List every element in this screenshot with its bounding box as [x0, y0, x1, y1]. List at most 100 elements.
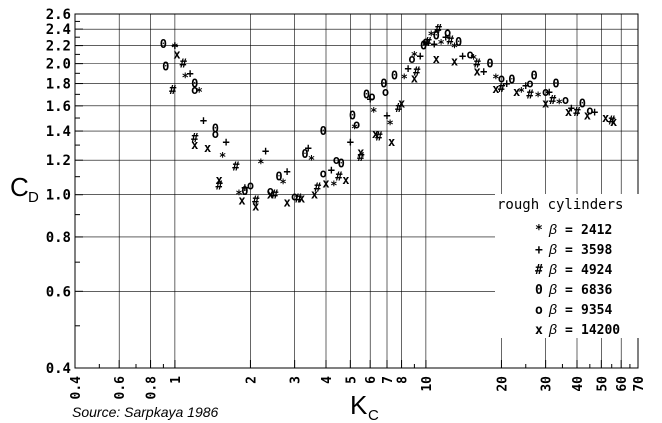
data-point: 0: [338, 156, 345, 170]
legend-value: 6836: [581, 283, 612, 298]
data-point: o: [333, 153, 340, 167]
data-point: 0: [162, 59, 169, 73]
data-point: #: [375, 130, 383, 144]
legend-item: # β = 4924: [535, 261, 612, 278]
data-point: 0: [301, 147, 308, 161]
x-tick-label: 1: [169, 376, 184, 384]
y-tick-label: 2.4: [46, 22, 71, 38]
data-point: x: [388, 135, 395, 149]
legend-beta-symbol: β: [548, 261, 557, 277]
data-point: +: [262, 144, 269, 158]
legend-equals: =: [565, 323, 573, 338]
data-point: 0: [433, 29, 440, 43]
x-tick-label: 3: [289, 376, 304, 384]
data-point: *: [308, 153, 315, 167]
legend-equals: =: [565, 263, 573, 278]
legend-beta-symbol: β: [548, 321, 557, 337]
data-point: x: [284, 195, 291, 209]
x-tick-label: 8: [396, 376, 411, 384]
data-point: +: [187, 66, 194, 80]
x-tick-labels: 0.4 0.6 0.8 1 2 3 4 5 6 7 8 10 20 30 40 50 60 70: [69, 376, 647, 400]
x-tick-label: 2: [244, 376, 259, 384]
legend-marker: x: [535, 323, 543, 338]
y-tick-label: 0.4: [46, 361, 71, 377]
data-point: #: [447, 34, 455, 48]
data-point: +: [347, 135, 354, 149]
data-point: #: [271, 188, 279, 202]
data-point: x: [398, 96, 405, 110]
y-tick-label: 2.6: [46, 7, 71, 23]
data-point: #: [526, 87, 534, 101]
y-tick-label: 1.0: [46, 188, 71, 204]
data-point: *: [492, 71, 499, 85]
data-point: #: [232, 160, 240, 174]
data-point: x: [215, 173, 222, 187]
legend-equals: =: [565, 223, 573, 238]
legend-title: rough cylinders: [497, 197, 623, 213]
x-tick-label: 40: [571, 376, 586, 392]
data-point: o: [320, 166, 327, 180]
data-point: x: [513, 85, 520, 99]
data-point: #: [335, 170, 343, 184]
legend-beta-symbol: β: [548, 221, 557, 237]
data-point: 0: [391, 68, 398, 82]
data-point: *: [330, 178, 337, 192]
data-point: #: [215, 178, 223, 192]
data-point: #: [549, 93, 557, 107]
data-point: #: [169, 83, 177, 97]
legend-item: * β = 2412: [535, 221, 612, 238]
data-point: *: [235, 188, 242, 202]
data-point: x: [411, 71, 418, 85]
data-point: 0: [531, 68, 538, 82]
data-point: +: [171, 39, 178, 53]
legend-value: 9354: [581, 303, 612, 318]
y-axis-label-subscript: D: [28, 189, 39, 206]
data-point: +: [503, 77, 510, 91]
data-point: *: [535, 90, 542, 104]
data-point: x: [238, 193, 245, 207]
data-point: o: [444, 25, 451, 39]
legend-marker: *: [535, 223, 543, 238]
data-point: *: [470, 52, 477, 66]
data-point: *: [451, 40, 458, 54]
data-point: +: [305, 141, 312, 155]
data-point: o: [586, 104, 593, 118]
data-point: x: [204, 141, 211, 155]
data-point: *: [556, 96, 563, 110]
data-point: x: [322, 177, 329, 191]
y-axis-title: C D: [10, 172, 39, 206]
data-point: o: [408, 52, 415, 66]
data-point: *: [257, 156, 264, 170]
data-point: x: [602, 111, 609, 125]
data-point: +: [568, 101, 575, 115]
data-point: o: [466, 47, 473, 61]
data-point: *: [401, 71, 408, 85]
x-tick-label: 30: [540, 376, 555, 392]
y-tick-label: 2.0: [46, 57, 71, 73]
y-tick-label: 1.4: [46, 124, 71, 140]
data-point: +: [328, 163, 335, 177]
data-point: +: [591, 105, 598, 119]
data-point: +: [241, 180, 248, 194]
data-point: *: [518, 85, 525, 99]
axis-ticks: [74, 13, 639, 369]
data-point: *: [437, 37, 444, 51]
y-axis-label: C: [10, 172, 29, 202]
data-point: 0: [191, 77, 198, 91]
data-point: *: [196, 85, 203, 99]
data-point: +: [480, 64, 487, 78]
x-tick-label: 10: [420, 376, 435, 392]
y-tick-label: 1.6: [46, 99, 71, 115]
data-point: o: [562, 93, 569, 107]
x-tick-label: 50: [595, 376, 610, 392]
data-point: #: [180, 57, 188, 71]
data-point: 0: [579, 96, 586, 110]
data-point: +: [522, 79, 529, 93]
x-tick-label: 7: [381, 376, 396, 384]
x-tick-label: 0.6: [113, 376, 128, 400]
data-point: +: [546, 85, 553, 99]
data-point: #: [573, 105, 581, 119]
legend-beta-symbol: β: [548, 301, 557, 317]
data-point: +: [367, 92, 374, 106]
